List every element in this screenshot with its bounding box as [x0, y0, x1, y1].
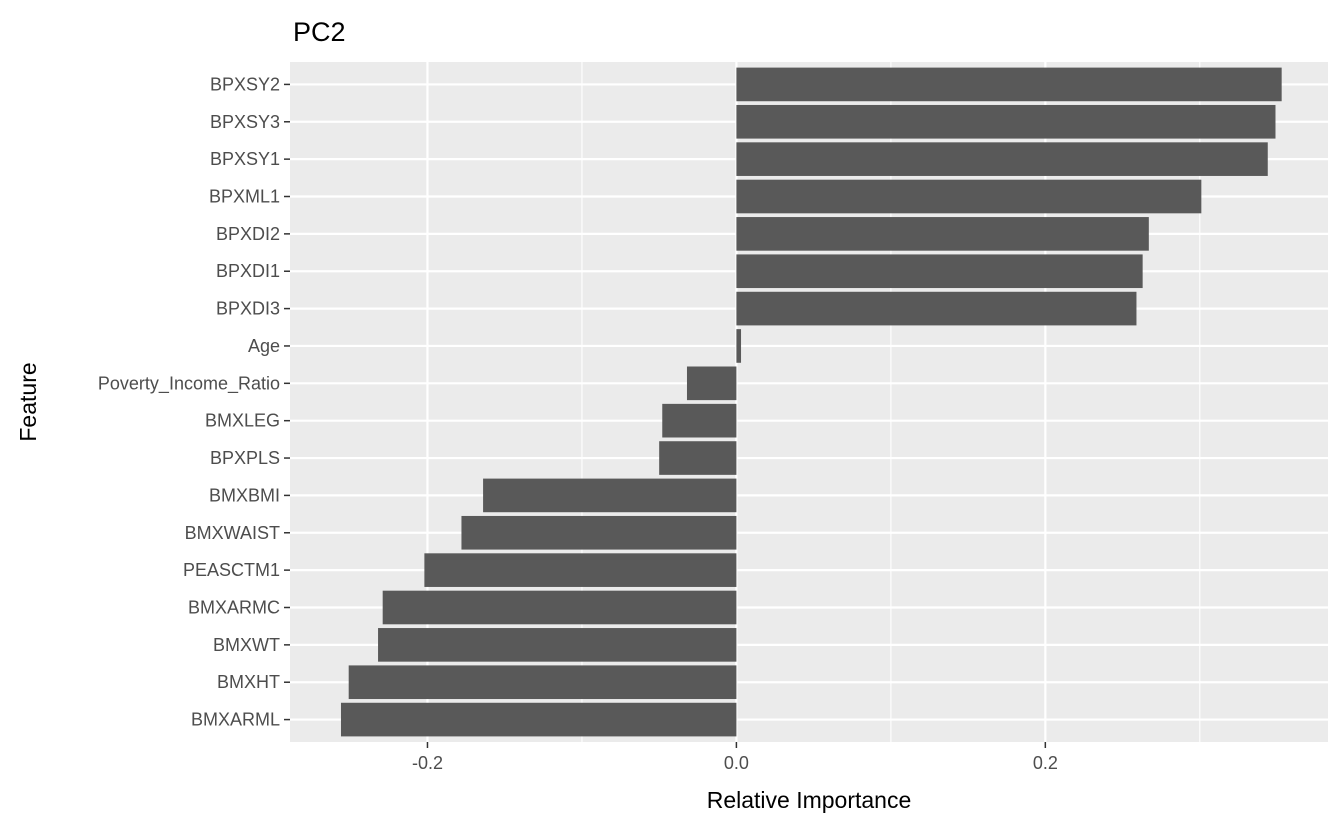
y-tick-label: BPXSY2 [210, 74, 280, 94]
chart-title: PC2 [293, 17, 346, 47]
y-tick-label: BMXBMI [209, 485, 280, 505]
y-tick-label: PEASCTM1 [183, 560, 280, 580]
y-axis-ticks: BPXSY2 BPXSY3 BPXSY1 BPXML1 BPXDI2 BPXDI1 BPXD… [98, 74, 290, 730]
y-tick-label: BMXWT [213, 635, 280, 655]
bar [483, 478, 737, 513]
y-axis-title: Feature [15, 362, 41, 441]
bar [736, 329, 742, 363]
y-tick-label: BMXARMC [188, 597, 280, 617]
bar [340, 702, 737, 737]
y-tick-label: BPXSY1 [210, 149, 280, 169]
bar [736, 291, 1137, 326]
y-tick-label: BMXARML [191, 710, 280, 730]
x-tick-label: -0.2 [412, 753, 443, 773]
x-tick-label: 0.0 [724, 753, 749, 773]
y-tick-label: BPXML1 [209, 187, 280, 207]
bar [659, 441, 737, 475]
y-tick-label: Age [248, 336, 280, 356]
bar [348, 665, 737, 700]
bar [736, 179, 1202, 214]
y-tick-label: BPXDI1 [216, 261, 280, 281]
y-tick-label: BMXLEG [205, 411, 280, 431]
bar [736, 67, 1282, 102]
bar [382, 590, 737, 625]
bar [736, 254, 1143, 289]
bar [461, 515, 737, 550]
y-tick-label: BPXDI2 [216, 224, 280, 244]
bar [736, 142, 1268, 176]
bar [736, 217, 1149, 251]
bar [424, 553, 737, 587]
bar [378, 628, 737, 662]
y-tick-label: BPXPLS [210, 448, 280, 468]
y-tick-label: BPXSY3 [210, 112, 280, 132]
y-tick-label: Poverty_Income_Ratio [98, 373, 280, 394]
x-axis-ticks: -0.2 0.0 0.2 [412, 742, 1058, 773]
y-tick-label: BMXWAIST [185, 523, 280, 543]
bar [662, 403, 737, 438]
y-tick-label: BMXHT [217, 672, 280, 692]
bar [686, 366, 737, 401]
x-axis-title: Relative Importance [707, 787, 912, 813]
y-tick-label: BPXDI3 [216, 299, 280, 319]
bar [736, 104, 1276, 139]
x-tick-label: 0.2 [1033, 753, 1058, 773]
bars [340, 67, 1282, 737]
